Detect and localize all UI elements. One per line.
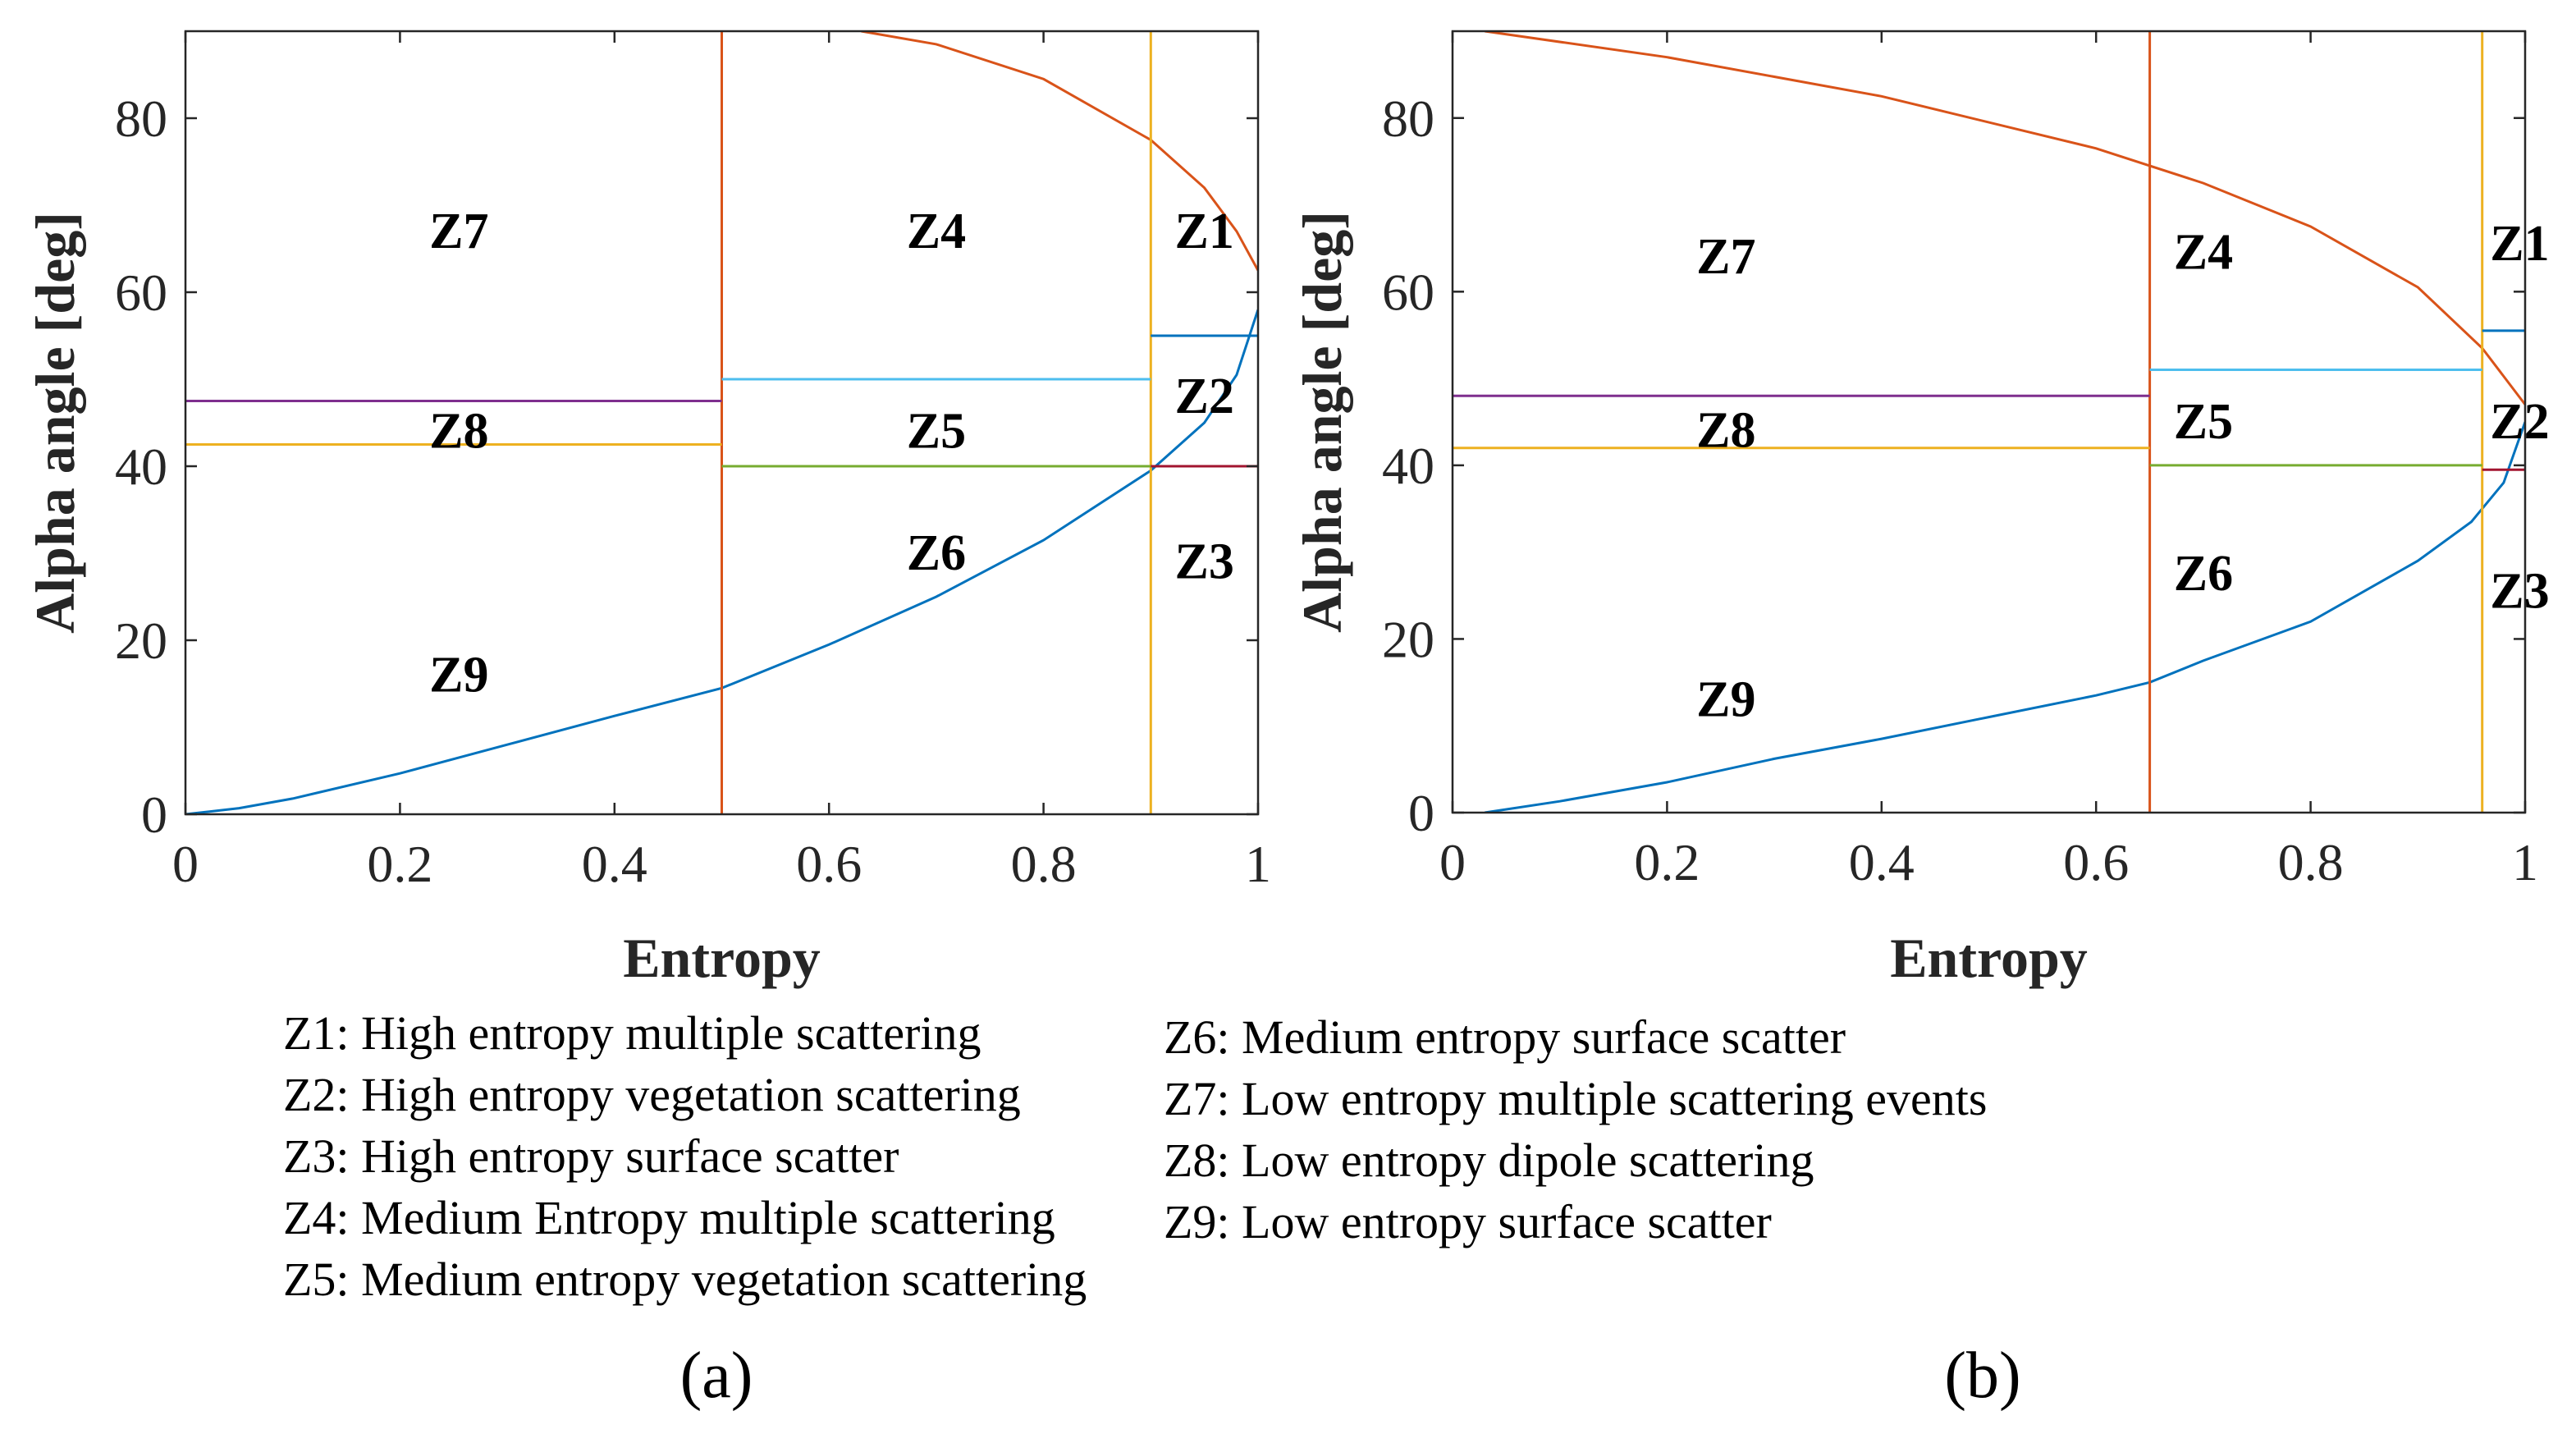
legend-item-z2: Z2: High entropy vegetation scattering	[283, 1068, 1021, 1121]
x-tick-label: 0.2	[367, 835, 432, 893]
y-tick-label: 20	[1382, 610, 1434, 668]
x-tick-label: 0.6	[2063, 833, 2129, 891]
zone-label-z9: Z9	[429, 647, 488, 703]
legend-item-z6: Z6: Medium entropy surface scatter	[1164, 1010, 1846, 1064]
x-tick-label: 0.4	[1849, 833, 1915, 891]
zone-label-z8: Z8	[429, 404, 488, 460]
x-tick-label: 0.2	[1634, 833, 1700, 891]
series-line-upper-feasible-boundary	[1484, 31, 2525, 405]
y-tick-label: 80	[1382, 89, 1434, 148]
x-tick-label: 1	[1245, 835, 1271, 893]
y-tick-label: 0	[1408, 784, 1434, 842]
legend-item-z9: Z9: Low entropy surface scatter	[1164, 1195, 1772, 1248]
zone-label-z1: Z1	[2490, 216, 2549, 272]
x-axis-label: Entropy	[623, 927, 821, 989]
legend: Z1: High entropy multiple scattering Z2:…	[283, 1006, 1987, 1306]
y-axis-label: Alpha angle [deg]	[1291, 211, 1353, 633]
zone-label-z7: Z7	[1696, 229, 1755, 285]
zone-label-z3: Z3	[1174, 534, 1233, 590]
zone-label-z6: Z6	[2174, 546, 2233, 602]
zone-label-z4: Z4	[907, 204, 966, 259]
zone-label-z9: Z9	[1696, 671, 1755, 727]
zone-label-z2: Z2	[2490, 394, 2549, 450]
legend-item-z4: Z4: Medium Entropy multiple scattering	[283, 1191, 1055, 1244]
x-tick-label: 1	[2512, 833, 2538, 891]
y-tick-label: 80	[115, 89, 167, 148]
series-line-lower-feasible-boundary	[185, 309, 1258, 814]
chart-a: 0 0.2 0.4 0.6 0.8 1 0 20 40 60 80 Entropy Alpha angl…	[24, 30, 1271, 989]
y-tick-label: 60	[1382, 263, 1434, 321]
x-tick-label: 0.8	[1011, 835, 1077, 893]
series-line-lower-feasible-boundary	[1484, 421, 2525, 813]
axes-frame	[1451, 30, 2527, 814]
axes-frame	[184, 30, 1260, 816]
x-tick-label: 0	[1439, 833, 1466, 891]
zone-label-z8: Z8	[1696, 403, 1755, 459]
x-tick-label: 0.4	[582, 835, 647, 893]
zone-label-z6: Z6	[907, 525, 966, 581]
x-tick-label: 0	[172, 835, 199, 893]
y-tick-label: 40	[1382, 437, 1434, 495]
zone-label-z2: Z2	[1174, 369, 1233, 424]
legend-item-z8: Z8: Low entropy dipole scattering	[1164, 1134, 1814, 1187]
zone-label-z3: Z3	[2490, 563, 2549, 619]
legend-item-z7: Z7: Low entropy multiple scattering even…	[1164, 1072, 1987, 1125]
panel-label-a: (a)	[680, 1340, 753, 1412]
legend-item-z1: Z1: High entropy multiple scattering	[283, 1006, 981, 1060]
y-tick-label: 20	[115, 612, 167, 670]
zone-label-z7: Z7	[429, 204, 488, 259]
series-group	[185, 31, 1258, 814]
zone-label-z4: Z4	[2174, 225, 2233, 281]
x-tick-label: 0.8	[2278, 833, 2344, 891]
y-tick-label: 0	[141, 786, 167, 844]
x-axis-label: Entropy	[1890, 927, 2088, 989]
x-tick-label: 0.6	[796, 835, 862, 893]
chart-b: 0 0.2 0.4 0.6 0.8 1 0 20 40 60 80 Entropy Alpha angl…	[1291, 30, 2550, 989]
legend-item-z3: Z3: High entropy surface scatter	[283, 1129, 899, 1183]
y-axis-label: Alpha angle [deg]	[24, 212, 86, 634]
zone-label-z5: Z5	[907, 404, 966, 460]
series-group	[1453, 31, 2525, 813]
legend-item-z5: Z5: Medium entropy vegetation scattering	[283, 1253, 1087, 1306]
zone-label-z1: Z1	[1174, 204, 1233, 259]
y-tick-label: 40	[115, 437, 167, 496]
zone-label-z5: Z5	[2174, 394, 2233, 450]
y-tick-label: 60	[115, 263, 167, 322]
panel-label-b: (b)	[1944, 1340, 2020, 1412]
